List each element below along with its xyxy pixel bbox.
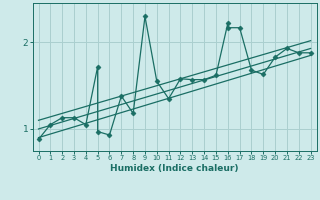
X-axis label: Humidex (Indice chaleur): Humidex (Indice chaleur) (110, 164, 239, 173)
